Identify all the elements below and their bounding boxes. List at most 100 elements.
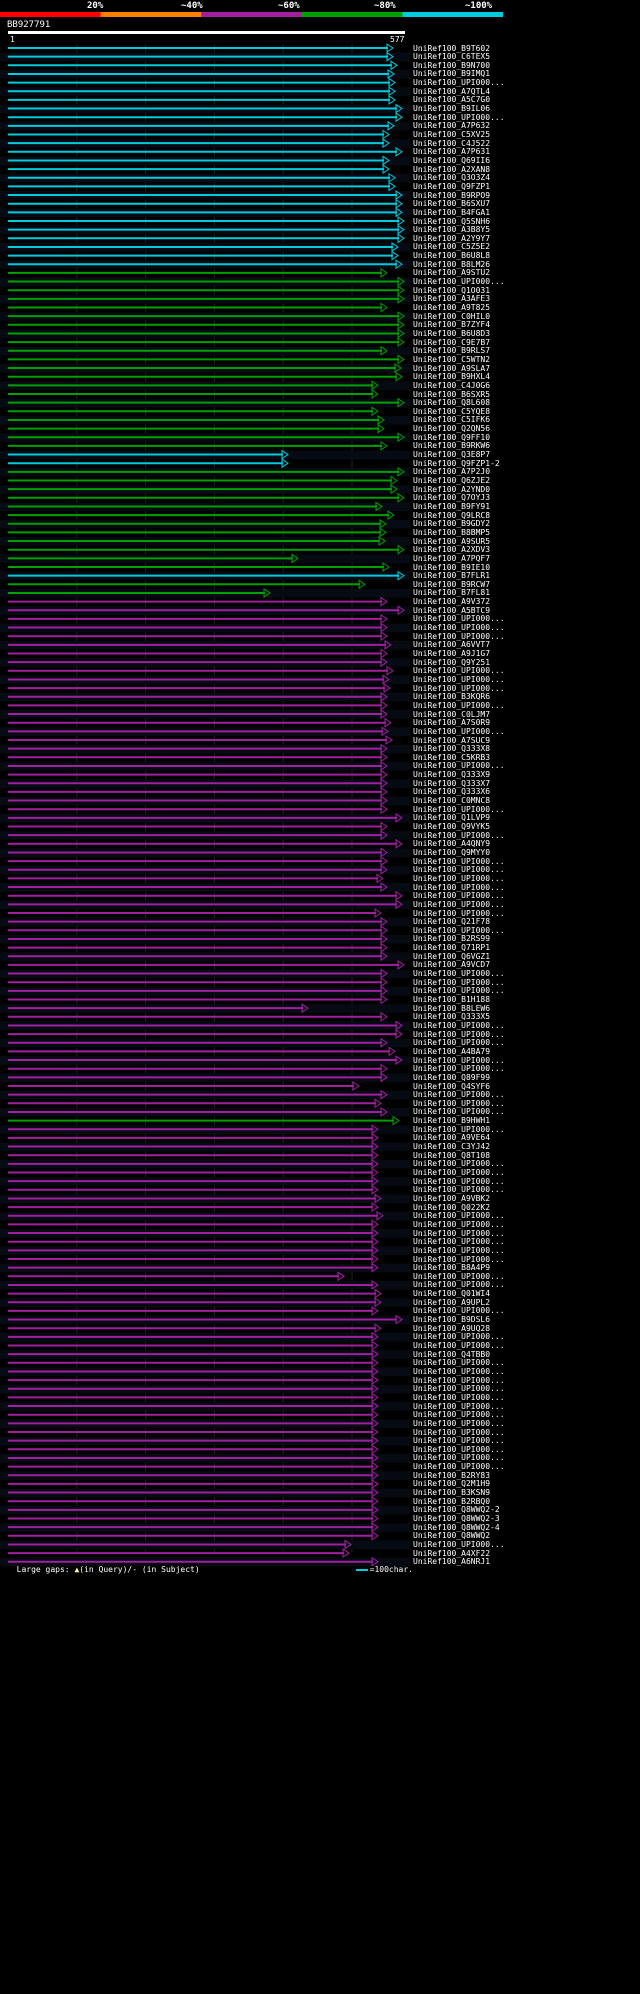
hit-label[interactable]: UniRef100_B7FLR1 — [413, 571, 491, 581]
hit-label[interactable]: UniRef100_Q4TBB0 — [413, 1349, 491, 1359]
hit-label[interactable]: UniRef100_B7ZYF4 — [413, 320, 491, 330]
hit-label[interactable]: UniRef100_Q9Y251 — [413, 657, 491, 667]
hit-label[interactable]: UniRef100_A4BA79 — [413, 1046, 491, 1056]
hit-label[interactable]: UniRef100_C0MNC8 — [413, 796, 491, 806]
hit-label[interactable]: UniRef100_A7PQF7 — [413, 553, 491, 563]
hit-label[interactable]: UniRef100_UPI000... — [413, 882, 505, 892]
hit-label[interactable]: UniRef100_Q9FZP1 — [413, 181, 491, 191]
hit-label[interactable]: UniRef100_UPI000... — [413, 1168, 505, 1177]
hit-label[interactable]: UniRef100_Q71RP1 — [413, 943, 491, 953]
hit-label[interactable]: UniRef100_C6TEX5 — [413, 52, 491, 62]
hit-label[interactable]: UniRef100_UPI000... — [413, 873, 505, 883]
hit-label[interactable]: UniRef100_B9RLS7 — [413, 346, 491, 356]
hit-label[interactable]: UniRef100_B9N700 — [413, 60, 491, 70]
hit-label[interactable]: UniRef100_C3YJ42 — [413, 1142, 491, 1152]
hit-label[interactable]: UniRef100_Q2QN56 — [413, 424, 491, 434]
hit-label[interactable]: UniRef100_A9V372 — [413, 597, 491, 607]
hit-label[interactable]: UniRef100_UPI000... — [413, 804, 505, 814]
hit-label[interactable]: UniRef100_UPI000... — [413, 683, 505, 693]
hit-label[interactable]: UniRef100_UPI000... — [413, 666, 505, 676]
hit-label[interactable]: UniRef100_Q9FZP1-2 — [413, 458, 500, 468]
hit-label[interactable]: UniRef100_Q6ZJE2 — [413, 476, 491, 485]
hit-label[interactable]: UniRef100_B8A4P9 — [413, 1263, 491, 1273]
hit-label[interactable]: UniRef100_UPI000... — [413, 1237, 505, 1247]
hit-label[interactable]: UniRef100_B9GDY2 — [413, 519, 491, 529]
hit-label[interactable]: UniRef100_UPI000... — [413, 623, 505, 633]
hit-label[interactable]: UniRef100_UPI000... — [413, 1271, 505, 1281]
hit-label[interactable]: UniRef100_C9E7B7 — [413, 337, 491, 347]
hit-label[interactable]: UniRef100_UPI000... — [413, 1427, 505, 1437]
hit-label[interactable]: UniRef100_B3KSN9 — [413, 1488, 491, 1498]
hit-label[interactable]: UniRef100_A7P631 — [413, 147, 491, 157]
hit-label[interactable]: UniRef100_C4J0G6 — [413, 380, 491, 390]
hit-label[interactable]: UniRef100_C5IFK6 — [413, 415, 491, 425]
hit-label[interactable]: UniRef100_UPI000... — [413, 1444, 505, 1454]
hit-label[interactable]: UniRef100_A2YND0 — [413, 484, 491, 494]
hit-label[interactable]: UniRef100_UPI000... — [413, 277, 505, 287]
hit-label[interactable]: UniRef100_Q69II6 — [413, 155, 491, 165]
hit-label[interactable]: UniRef100_C4J522 — [413, 138, 491, 148]
hit-label[interactable]: UniRef100_A9VCD7 — [413, 960, 491, 970]
hit-label[interactable]: UniRef100_UPI000... — [413, 1332, 505, 1342]
hit-label[interactable]: UniRef100_A9STU2 — [413, 268, 491, 278]
hit-label[interactable]: UniRef100_UPI000... — [413, 631, 505, 641]
hit-label[interactable]: UniRef100_UPI000... — [413, 986, 505, 996]
hit-label[interactable]: UniRef100_UPI000... — [413, 1098, 505, 1108]
hit-label[interactable]: UniRef100_B8LEW6 — [413, 1003, 491, 1013]
hit-label[interactable]: UniRef100_C5YQE8 — [413, 406, 491, 416]
hit-label[interactable]: UniRef100_B9T602 — [413, 43, 491, 53]
hit-label[interactable]: UniRef100_UPI000... — [413, 78, 505, 88]
hit-label[interactable]: UniRef100_B2RBQ0 — [413, 1496, 491, 1506]
hit-label[interactable]: UniRef100_Q333X9 — [413, 770, 491, 780]
hit-label[interactable]: UniRef100_A3B8Y5 — [413, 225, 491, 235]
hit-label[interactable]: UniRef100_B9HWH1 — [413, 1116, 491, 1126]
hit-label[interactable]: UniRef100_C5WTN2 — [413, 354, 491, 364]
hit-label[interactable]: UniRef100_Q21F78 — [413, 917, 491, 927]
hit-label[interactable]: UniRef100_A2XDV3 — [413, 545, 491, 555]
hit-label[interactable]: UniRef100_UPI000... — [413, 925, 505, 935]
hit-label[interactable]: UniRef100_UPI000... — [413, 1159, 505, 1169]
hit-label[interactable]: UniRef100_UPI000... — [413, 891, 505, 901]
hit-label[interactable]: UniRef100_Q01WI4 — [413, 1289, 491, 1299]
hit-label[interactable]: UniRef100_UPI000... — [413, 856, 505, 866]
hit-label[interactable]: UniRef100_B9FY91 — [413, 501, 491, 511]
hit-label[interactable]: UniRef100_C0LJM7 — [413, 709, 491, 719]
hit-label[interactable]: UniRef100_UPI000... — [413, 1358, 505, 1368]
hit-label[interactable]: UniRef100_UPI000... — [413, 726, 505, 736]
hit-label[interactable]: UniRef100_UPI000... — [413, 1020, 505, 1030]
hit-label[interactable]: UniRef100_UPI000... — [413, 761, 505, 771]
hit-label[interactable]: UniRef100_UPI000... — [413, 1462, 505, 1472]
hit-label[interactable]: UniRef100_Q333X6 — [413, 787, 491, 797]
hit-label[interactable]: UniRef100_Q1LVP9 — [413, 813, 491, 823]
hit-label[interactable]: UniRef100_UPI000... — [413, 969, 505, 979]
hit-label[interactable]: UniRef100_A2XAN8 — [413, 164, 491, 174]
hit-label[interactable]: UniRef100_Q8WWQ2-2 — [413, 1505, 500, 1515]
hit-label[interactable]: UniRef100_B9RCW7 — [413, 579, 491, 589]
hit-label[interactable]: UniRef100_Q3O3Z4 — [413, 173, 491, 183]
hit-label[interactable]: UniRef100_C0HIL0 — [413, 311, 491, 321]
hit-label[interactable]: UniRef100_B9IL06 — [413, 104, 491, 114]
hit-label[interactable]: UniRef100_UPI000... — [413, 1090, 505, 1100]
hit-label[interactable]: UniRef100_A9VBK2 — [413, 1193, 491, 1203]
hit-label[interactable]: UniRef100_Q5SNH6 — [413, 216, 491, 226]
hit-label[interactable]: UniRef100_C5KRB3 — [413, 752, 491, 762]
hit-label[interactable]: UniRef100_A4QNY9 — [413, 839, 491, 849]
hit-label[interactable]: UniRef100_A7QTL4 — [413, 86, 491, 96]
hit-label[interactable]: UniRef100_UPI000... — [413, 1064, 505, 1074]
hit-label[interactable]: UniRef100_Q6VGZ1 — [413, 951, 491, 961]
hit-label[interactable]: UniRef100_UPI000... — [413, 1176, 505, 1186]
hit-label[interactable]: UniRef100_UPI000... — [413, 1418, 505, 1428]
hit-label[interactable]: UniRef100_UPI000... — [413, 1254, 505, 1264]
hit-label[interactable]: UniRef100_A2Y9Y7 — [413, 233, 491, 243]
hit-label[interactable]: UniRef100_A6VVT7 — [413, 640, 491, 650]
hit-label[interactable]: UniRef100_Q89F99 — [413, 1072, 491, 1082]
hit-label[interactable]: UniRef100_UPI000... — [413, 1375, 505, 1385]
hit-label[interactable]: UniRef100_UPI000... — [413, 112, 505, 122]
hit-label[interactable]: UniRef100_A7P632 — [413, 121, 491, 131]
hit-label[interactable]: UniRef100_Q1O031 — [413, 285, 491, 295]
hit-label[interactable]: UniRef100_B9IE10 — [413, 562, 491, 572]
hit-label[interactable]: UniRef100_B8BMP5 — [413, 527, 491, 537]
hit-label[interactable]: UniRef100_Q9VYK5 — [413, 822, 491, 831]
hit-label[interactable]: UniRef100_Q333X7 — [413, 778, 491, 788]
hit-label[interactable]: UniRef100_A9VE64 — [413, 1133, 491, 1143]
